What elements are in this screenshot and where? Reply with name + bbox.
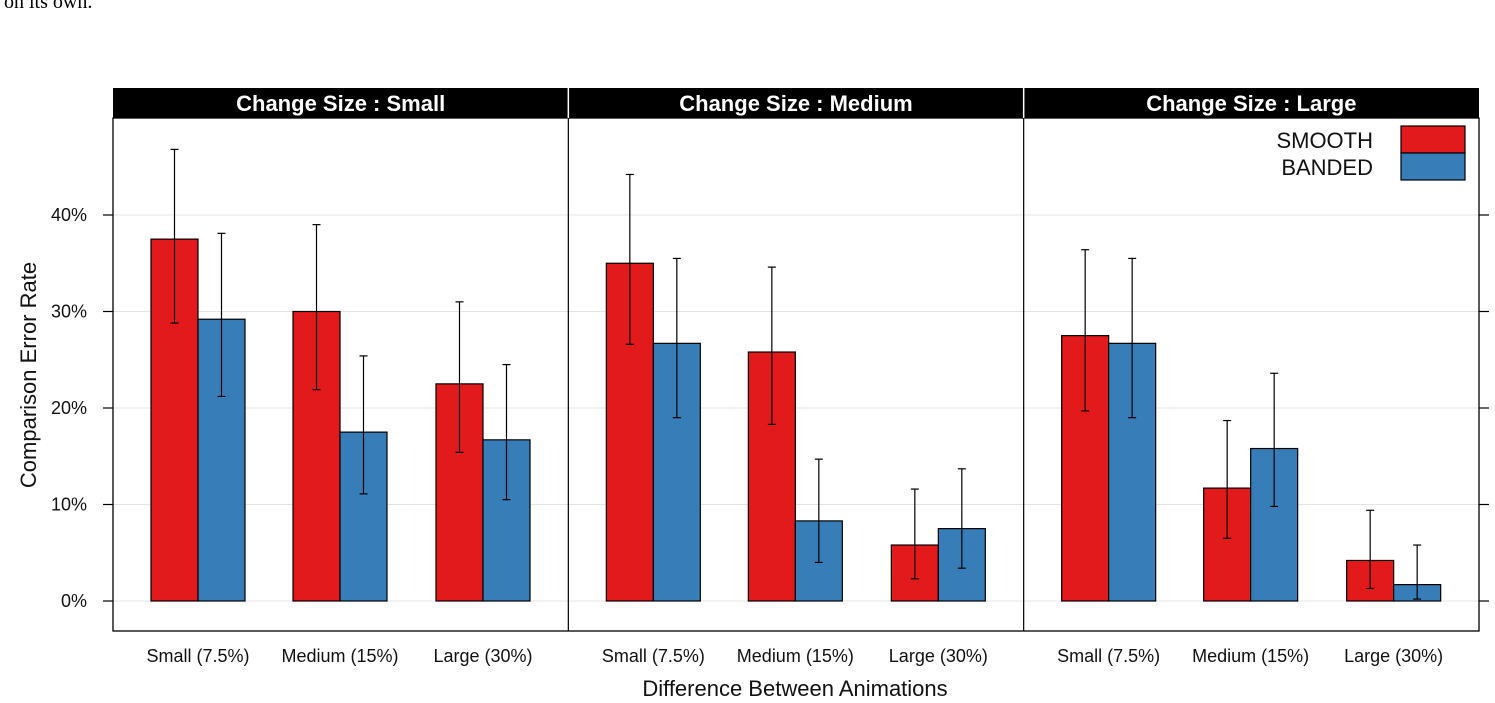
y-tick-label: 40%	[51, 205, 87, 225]
axes: 0% 10% 20% 30% 40%	[51, 88, 1489, 632]
panel-title: Change Size : Medium	[679, 91, 912, 116]
y-tick-label: 10%	[51, 495, 87, 515]
legend-label-smooth: SMOOTH	[1276, 128, 1373, 153]
panel-strip	[1023, 88, 1479, 118]
legend-swatch-banded	[1400, 152, 1466, 181]
x-tick-label: Small (7.5%)	[146, 646, 249, 666]
x-tick-label: Medium (15%)	[1192, 646, 1309, 666]
x-axis-label: Difference Between Animations	[642, 676, 947, 701]
panel-title: Change Size : Small	[236, 91, 445, 116]
y-tick-label: 20%	[51, 398, 87, 418]
panel-strip	[113, 88, 569, 118]
x-tick-label: Medium (15%)	[281, 646, 398, 666]
error-bars	[170, 148, 1422, 600]
plot-frame	[112, 117, 1480, 632]
y-tick-label: 0%	[61, 591, 87, 611]
panels: Change Size : Small Small (7.5%) Medium (1…	[113, 88, 1479, 666]
panel-strip	[568, 88, 1024, 118]
top-body-text: on its own.	[4, 0, 93, 13]
y-tick-label: 30%	[51, 302, 87, 322]
x-tick-label: Small (7.5%)	[602, 646, 705, 666]
x-tick-label: Large (30%)	[433, 646, 532, 666]
x-tick-label: Large (30%)	[1344, 646, 1443, 666]
x-tick-label: Medium (15%)	[737, 646, 854, 666]
panel-title: Change Size : Large	[1146, 91, 1356, 116]
legend-swatch-smooth	[1400, 125, 1466, 154]
x-tick-label: Large (30%)	[889, 646, 988, 666]
bars	[150, 238, 1442, 602]
y-axis-label: Comparison Error Rate	[16, 262, 41, 488]
legend-label-banded: BANDED	[1281, 155, 1373, 180]
x-tick-label: Small (7.5%)	[1057, 646, 1160, 666]
